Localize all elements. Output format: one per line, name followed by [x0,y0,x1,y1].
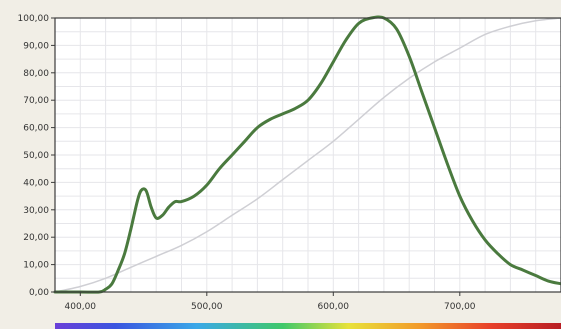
grid-lines [54,17,561,293]
spectrum-bar [55,323,561,329]
x-tick-label: 600,00 [318,302,350,312]
x-axis-ticks: 400,00 500,00 600,00 700,00 [65,292,476,312]
y-tick-label: 10,00 [23,261,49,271]
y-tick-label: 50,00 [23,151,49,161]
x-tick-label: 500,00 [191,302,223,312]
y-tick-label: 0,00 [29,288,49,298]
y-tick-label: 100,00 [18,14,50,24]
x-tick-label: 700,00 [444,302,476,312]
y-tick-label: 40,00 [23,178,49,188]
y-tick-label: 60,00 [23,124,49,134]
y-tick-label: 20,00 [23,233,49,243]
y-tick-label: 30,00 [23,206,49,216]
series-line-reference [54,17,561,293]
y-tick-label: 80,00 [23,69,49,79]
x-tick-label: 400,00 [65,302,97,312]
series-line-spectrum [53,15,561,294]
y-tick-label: 90,00 [23,41,49,51]
y-axis-ticks: 0,00 10,00 20,00 30,00 40,00 50,00 60,00 70,00 8… [18,14,55,298]
y-tick-label: 70,00 [23,96,49,106]
series-layer [53,15,561,294]
